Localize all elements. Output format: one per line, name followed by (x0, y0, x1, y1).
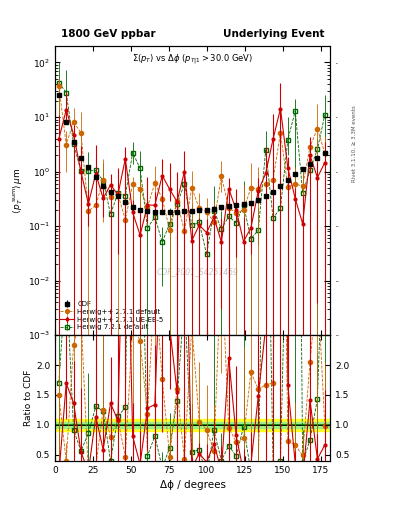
Text: $\Sigma(p_T)$ vs $\Delta\phi$ ($p_{T|1} > 30.0$ GeV): $\Sigma(p_T)$ vs $\Delta\phi$ ($p_{T|1} … (132, 53, 253, 68)
X-axis label: Δϕ / degrees: Δϕ / degrees (160, 480, 226, 490)
Text: 1800 GeV ppbar: 1800 GeV ppbar (61, 29, 155, 39)
Legend: CDF, Herwig++ 2.7.1 default, Herwig++ 2.7.1 UE-EE-5, Herwig 7.2.1 default: CDF, Herwig++ 2.7.1 default, Herwig++ 2.… (59, 300, 165, 332)
Y-axis label: Ratio to CDF: Ratio to CDF (24, 370, 33, 426)
Y-axis label: $\langle\, p_T^{\rm\,sum}\rangle\,\mu{\rm m}$: $\langle\, p_T^{\rm\,sum}\rangle\,\mu{\r… (11, 167, 25, 214)
Text: Rivet 3.1.10, ≥ 3.3M events: Rivet 3.1.10, ≥ 3.3M events (352, 105, 357, 182)
Text: CDF_2001_S4251469: CDF_2001_S4251469 (157, 267, 239, 276)
Text: Underlying Event: Underlying Event (223, 29, 325, 39)
